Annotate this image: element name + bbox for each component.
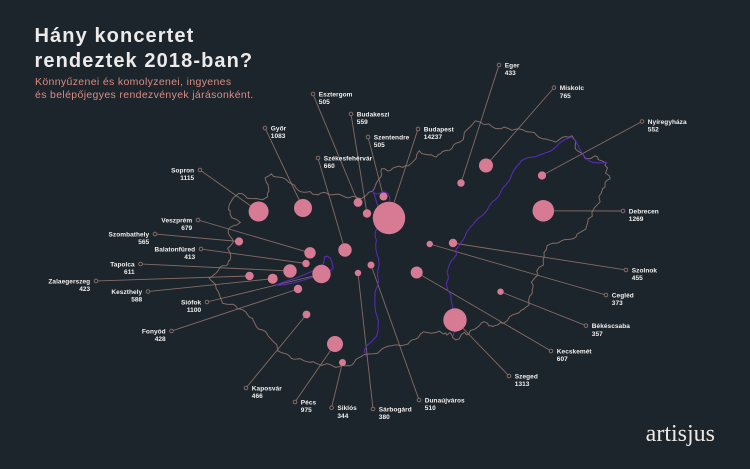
svg-text:Fonyód: Fonyód [142, 328, 166, 335]
svg-text:413: 413 [184, 254, 195, 261]
svg-text:Zalaegerszeg: Zalaegerszeg [48, 278, 90, 285]
svg-text:505: 505 [374, 142, 385, 149]
svg-text:1115: 1115 [180, 175, 194, 182]
svg-text:552: 552 [648, 127, 659, 134]
svg-text:1313: 1313 [515, 381, 530, 388]
svg-text:433: 433 [505, 70, 516, 77]
svg-text:Keszthely: Keszthely [111, 289, 142, 296]
svg-text:423: 423 [79, 286, 90, 293]
svg-text:Eger: Eger [505, 62, 520, 69]
svg-text:1100: 1100 [187, 307, 202, 314]
svg-text:Cegléd: Cegléd [612, 292, 634, 299]
svg-text:Győr: Győr [271, 125, 287, 132]
svg-text:344: 344 [337, 413, 348, 420]
svg-text:607: 607 [557, 356, 568, 363]
svg-text:660: 660 [324, 163, 335, 170]
svg-text:357: 357 [592, 331, 603, 338]
svg-text:559: 559 [357, 119, 368, 126]
svg-text:Miskolc: Miskolc [560, 85, 585, 92]
svg-text:Esztergom: Esztergom [319, 91, 353, 98]
svg-text:Békéscsaba: Békéscsaba [592, 323, 630, 330]
svg-text:Szolnok: Szolnok [632, 267, 658, 274]
svg-text:Székesfehérvár: Székesfehérvár [324, 155, 373, 162]
svg-text:Kecskemét: Kecskemét [557, 348, 593, 355]
svg-text:Dunaújváros: Dunaújváros [425, 397, 465, 404]
svg-text:679: 679 [181, 225, 192, 232]
svg-text:565: 565 [138, 239, 149, 246]
svg-text:466: 466 [252, 393, 263, 400]
svg-text:765: 765 [560, 93, 571, 100]
svg-text:Pécs: Pécs [301, 399, 317, 406]
svg-text:428: 428 [155, 336, 166, 343]
svg-text:Sopron: Sopron [171, 167, 194, 174]
svg-text:Kaposvár: Kaposvár [252, 385, 282, 392]
svg-text:Siklós: Siklós [337, 405, 357, 412]
svg-text:373: 373 [612, 300, 623, 307]
svg-text:Balatonfüred: Balatonfüred [155, 246, 196, 253]
svg-text:975: 975 [301, 407, 312, 414]
svg-text:14237: 14237 [424, 134, 443, 141]
svg-text:Tapolca: Tapolca [110, 261, 135, 268]
svg-text:1083: 1083 [271, 133, 286, 140]
svg-text:Szentendre: Szentendre [374, 134, 410, 141]
svg-text:455: 455 [632, 275, 643, 282]
svg-text:1269: 1269 [629, 216, 644, 223]
svg-text:505: 505 [319, 99, 330, 106]
svg-text:Szombathely: Szombathely [109, 231, 150, 238]
svg-text:Budapest: Budapest [424, 126, 455, 133]
svg-text:588: 588 [131, 297, 142, 304]
svg-text:Siófok: Siófok [181, 299, 201, 306]
svg-text:510: 510 [425, 405, 436, 412]
svg-text:611: 611 [124, 269, 135, 276]
svg-text:Nyíregyháza: Nyíregyháza [648, 119, 687, 126]
svg-text:Sárbogárd: Sárbogárd [379, 406, 412, 413]
svg-text:380: 380 [379, 414, 390, 421]
svg-text:Budakeszi: Budakeszi [357, 111, 390, 118]
svg-text:Debrecen: Debrecen [629, 208, 659, 215]
svg-text:Veszprém: Veszprém [161, 217, 192, 224]
svg-text:Szeged: Szeged [515, 373, 538, 380]
